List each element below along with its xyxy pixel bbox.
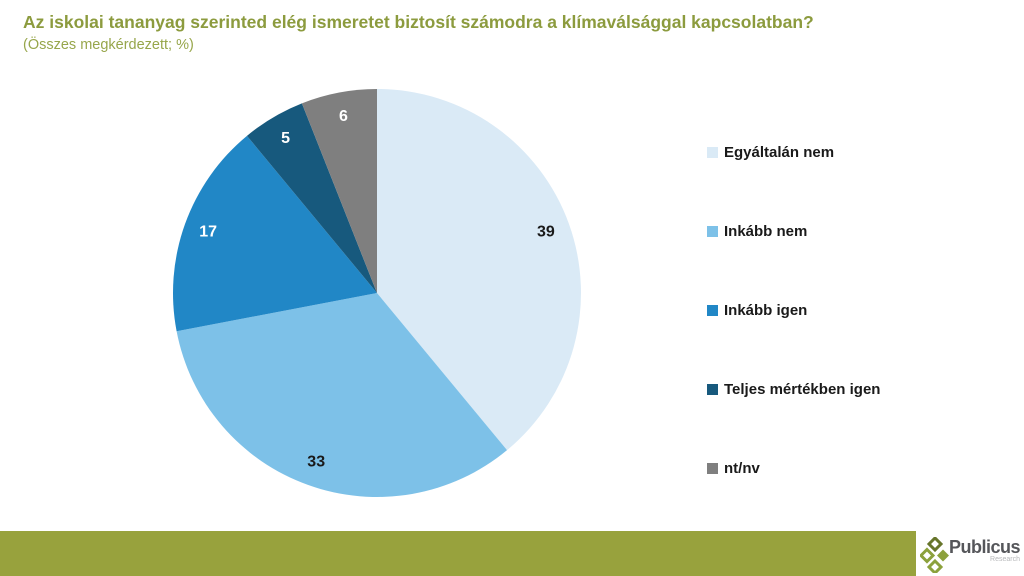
logo-subtitle: Research bbox=[990, 556, 1020, 563]
legend-swatch-ink-bb-nem bbox=[707, 225, 718, 237]
legend-swatch-egy-ltal-n-nem bbox=[707, 146, 718, 158]
chart-legend: Egyáltalán nem Inkább nem Inkább igen Telje… bbox=[707, 144, 880, 539]
header: Az iskolai tananyag szerinted elég ismer… bbox=[23, 12, 1003, 53]
logo-name: Publicus bbox=[948, 537, 1021, 557]
legend-item-ink-bb-igen: Inkább igen bbox=[707, 301, 880, 319]
legend-swatch-nt-nv bbox=[707, 462, 718, 474]
pie-slice-value-ink-bb-nem: 33 bbox=[307, 453, 325, 470]
pie-slice-value-ink-bb-igen: 17 bbox=[199, 224, 217, 241]
legend-item-nt-nv: nt/nv bbox=[707, 459, 880, 477]
legend-swatch-ink-bb-igen bbox=[707, 304, 718, 316]
pie-slice-value-egy-ltal-n-nem: 39 bbox=[537, 224, 555, 241]
legend-swatch-teljes-m-rt-kben-igen bbox=[707, 383, 718, 395]
legend-item-egy-ltal-n-nem: Egyáltalán nem bbox=[707, 143, 880, 161]
diamonds-icon bbox=[920, 537, 949, 573]
legend-label: Teljes mértékben igen bbox=[724, 380, 881, 398]
pie-slice-egy-ltal-n-nem bbox=[377, 89, 581, 451]
pie-slice-value-teljes-m-rt-kben-igen: 5 bbox=[281, 130, 290, 147]
pie-slice-value-nt-nv: 6 bbox=[339, 108, 348, 125]
legend-label: Inkább nem bbox=[724, 222, 808, 240]
pie-slice-ink-bb-igen bbox=[172, 135, 377, 332]
legend-item-ink-bb-nem: Inkább nem bbox=[707, 222, 880, 240]
diamond-shape bbox=[937, 549, 949, 562]
legend-label: nt/nv bbox=[724, 459, 760, 477]
diamond-shape bbox=[926, 537, 944, 553]
legend-label: Inkább igen bbox=[724, 301, 808, 319]
pie-slice-ink-bb-nem bbox=[176, 293, 508, 497]
diamond-shape bbox=[926, 558, 944, 573]
publicus-logo: Publicus Research bbox=[916, 531, 1024, 576]
diamond-shape bbox=[920, 547, 936, 564]
legend-item-teljes-m-rt-kben-igen: Teljes mértékben igen bbox=[707, 380, 881, 398]
page-subtitle: (Összes megkérdezett; %) bbox=[23, 37, 194, 53]
legend-label: Egyáltalán nem bbox=[724, 143, 835, 161]
pie-slice-nt-nv bbox=[301, 89, 377, 293]
pie-chart: 39 33 17 5 6 bbox=[167, 83, 587, 503]
pie-slice-teljes-m-rt-kben-igen bbox=[246, 103, 377, 293]
logo-text: Publicus Research bbox=[948, 537, 1021, 564]
page-title: Az iskolai tananyag szerinted elég ismer… bbox=[23, 12, 814, 32]
footer-bar bbox=[0, 531, 916, 576]
pie-chart-svg: 39 33 17 5 6 bbox=[172, 89, 581, 497]
